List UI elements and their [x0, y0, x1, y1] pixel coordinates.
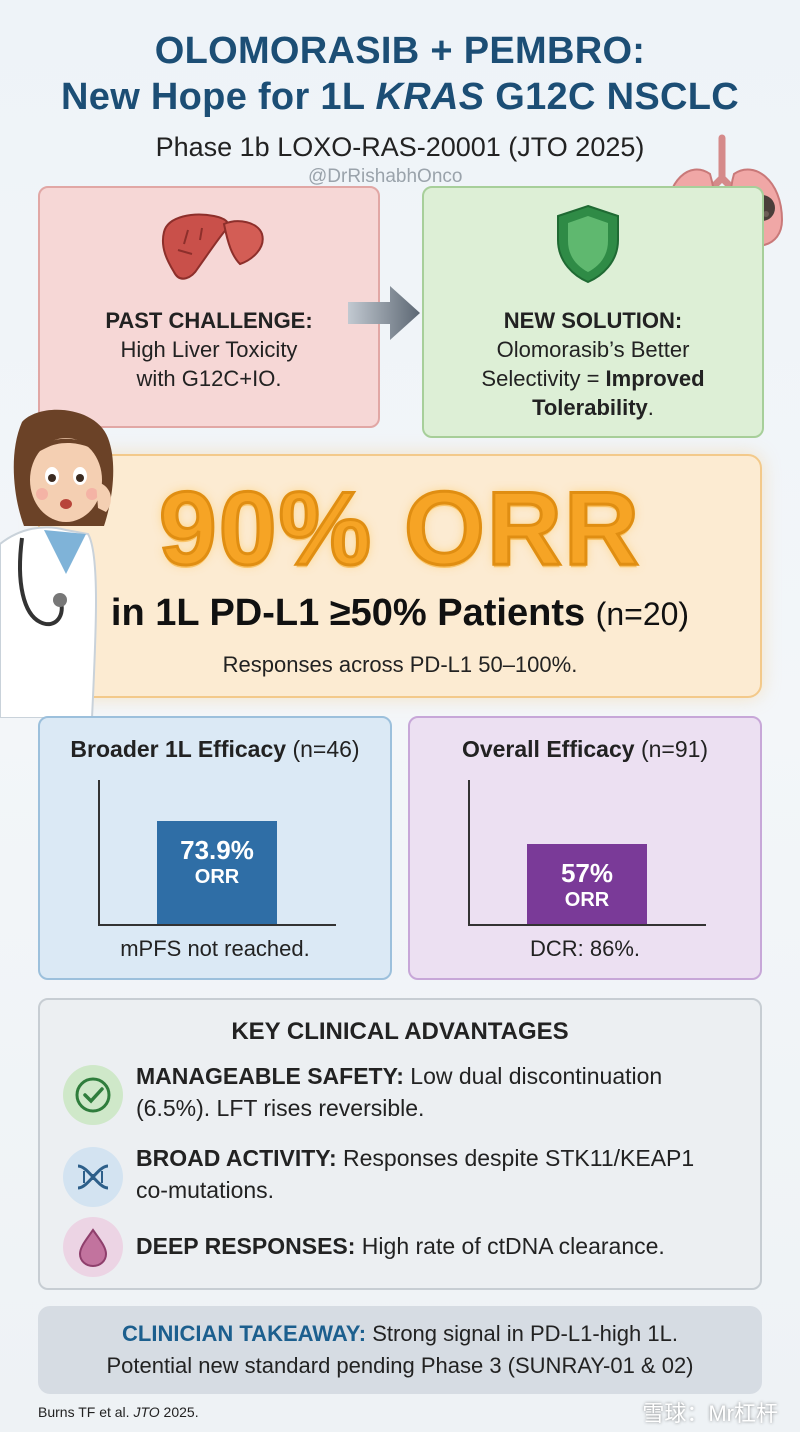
challenge-heading: PAST CHALLENGE: [105, 308, 313, 333]
hero-note: Responses across PD-L1 50–100%. [222, 652, 578, 677]
advantage-broad-activity: BROAD ACTIVITY: Responses despite STK11/… [136, 1145, 695, 1203]
solution-line-3: Tolerability. [532, 395, 654, 420]
key-advantages-title: KEY CLINICAL ADVANTAGES [231, 1018, 569, 1045]
liver-icon [162, 213, 264, 280]
subtitle: Phase 1b LOXO-RAS-20001 (JTO 2025) [155, 132, 645, 162]
overall-y-axis [468, 780, 470, 926]
hero-orr-value: 90% ORR [157, 470, 642, 589]
dna-icon [63, 1147, 123, 1207]
title-line-1: OLOMORASIB + PEMBRO: [154, 30, 646, 72]
broader-efficacy-card: Broader 1L Efficacy (n=46) 73.9% ORR mPF… [38, 716, 392, 980]
advantage-deep-responses: DEEP RESPONSES: High rate of ctDNA clear… [136, 1233, 665, 1259]
overall-x-axis [468, 924, 706, 926]
broader-orr-bar: 73.9% ORR [157, 821, 277, 924]
broader-footnote: mPFS not reached. [120, 936, 310, 961]
overall-footnote: DCR: 86%. [529, 936, 641, 961]
solution-line-2: Selectivity = Improved [481, 366, 705, 391]
hero-population: in 1L PD-L1 ≥50% Patients (n=20) [110, 592, 690, 634]
author-handle: @DrRishabhOnco [308, 166, 463, 187]
check-circle-icon [63, 1065, 123, 1125]
title-line-2: New Hope for 1L KRAS G12C NSCLC [61, 76, 739, 118]
reference: Burns TF et al. JTO 2025. [38, 1404, 199, 1420]
solution-heading: NEW SOLUTION: [503, 308, 683, 333]
new-solution-card: NEW SOLUTION: Olomorasib’s Better Select… [422, 186, 764, 438]
drop-icon [63, 1217, 123, 1277]
takeaway-line-1: CLINICIAN TAKEAWAY: Strong signal in PD-… [122, 1321, 678, 1346]
overall-efficacy-title: Overall Efficacy (n=91) [461, 736, 709, 762]
right-arrow-icon [348, 286, 420, 340]
broader-x-axis [98, 924, 336, 926]
broader-efficacy-title: Broader 1L Efficacy (n=46) [70, 736, 360, 762]
hero-panel [38, 454, 762, 698]
watermark: 雪球：Mr杠杆 [642, 1401, 778, 1426]
takeaway-line-2: Potential new standard pending Phase 3 (… [106, 1353, 694, 1378]
advantage-safety: MANAGEABLE SAFETY: Low dual discontinuat… [136, 1063, 663, 1121]
key-advantages-card: KEY CLINICAL ADVANTAGES MANAGEABLE SAFET… [38, 998, 762, 1290]
challenge-line-1: High Liver Toxicity [120, 337, 298, 362]
overall-orr-bar: 57% ORR [527, 844, 647, 924]
shield-icon [557, 204, 619, 284]
doctor-illustration-icon [0, 409, 114, 718]
broader-y-axis [98, 780, 100, 926]
clinician-takeaway-card: CLINICIAN TAKEAWAY: Strong signal in PD-… [38, 1306, 762, 1394]
challenge-line-2: with G12C+IO. [136, 366, 282, 391]
past-challenge-card: PAST CHALLENGE: High Liver Toxicity with… [38, 186, 380, 428]
solution-line-1: Olomorasib’s Better [496, 337, 690, 362]
overall-efficacy-card: Overall Efficacy (n=91) 57% ORR DCR: 86%… [408, 716, 762, 980]
